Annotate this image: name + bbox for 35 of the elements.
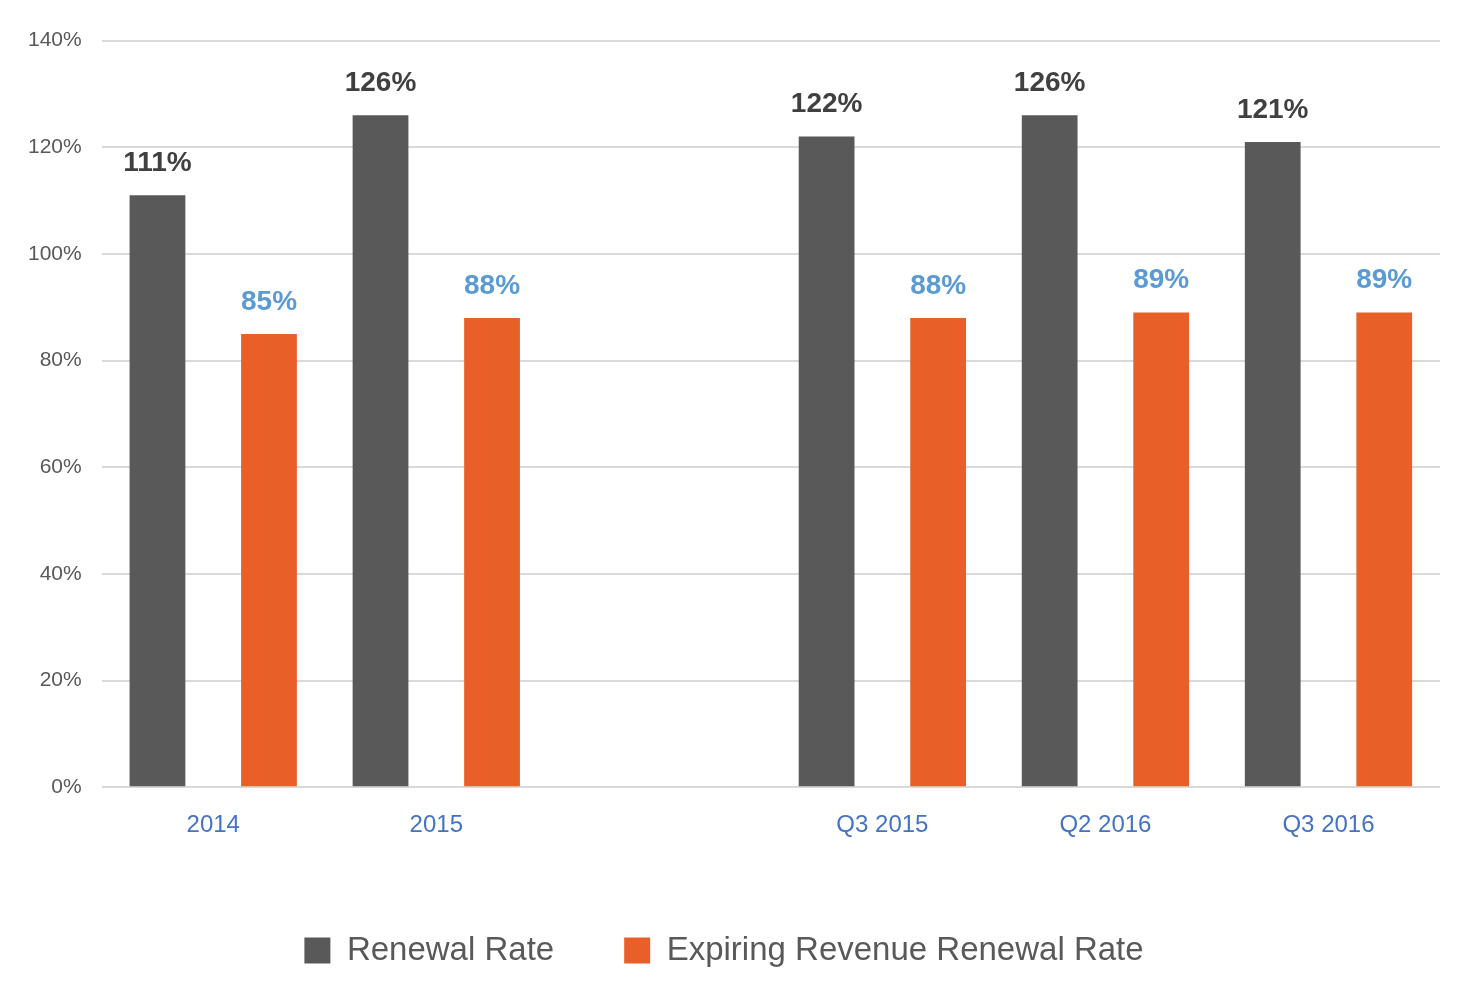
bar: [910, 317, 967, 787]
data-label: 111%: [123, 145, 192, 177]
data-label: 126%: [1013, 65, 1086, 97]
bar: [798, 136, 855, 787]
x-tick-label: 2014: [186, 810, 240, 838]
x-tick-label: 2015: [409, 810, 463, 838]
data-label: 88%: [910, 268, 967, 300]
y-tick-label: 0%: [51, 774, 82, 797]
data-label: 121%: [1236, 92, 1309, 124]
bar: [241, 333, 297, 787]
legend-label: Expiring Revenue Renewal Rate: [666, 929, 1144, 967]
y-tick-label: 100%: [27, 240, 82, 264]
data-label: 85%: [240, 284, 298, 316]
bar: [129, 195, 186, 787]
data-label: 89%: [1356, 263, 1413, 295]
y-tick-label: 40%: [39, 560, 82, 584]
y-tick-label: 140%: [27, 27, 82, 51]
legend-label: Renewal Rate: [346, 929, 555, 967]
data-label: 122%: [790, 87, 863, 119]
x-tick-label: Q3 2015: [836, 810, 929, 838]
y-tick-label: 60%: [39, 454, 82, 478]
data-label: 88%: [464, 268, 521, 300]
bar: [352, 115, 409, 787]
y-tick-label: 80%: [39, 347, 82, 371]
data-label: 126%: [344, 65, 417, 97]
bar: [1244, 141, 1301, 787]
data-label: 89%: [1133, 263, 1190, 295]
y-tick-label: 120%: [27, 134, 82, 158]
x-tick-label: Q3 2016: [1282, 810, 1375, 838]
bar: [1356, 312, 1413, 787]
y-tick-label: 20%: [39, 667, 82, 691]
bar: [1021, 115, 1078, 787]
bar: [1133, 312, 1190, 787]
x-tick-label: Q2 2016: [1059, 810, 1152, 838]
bar: [464, 317, 520, 787]
